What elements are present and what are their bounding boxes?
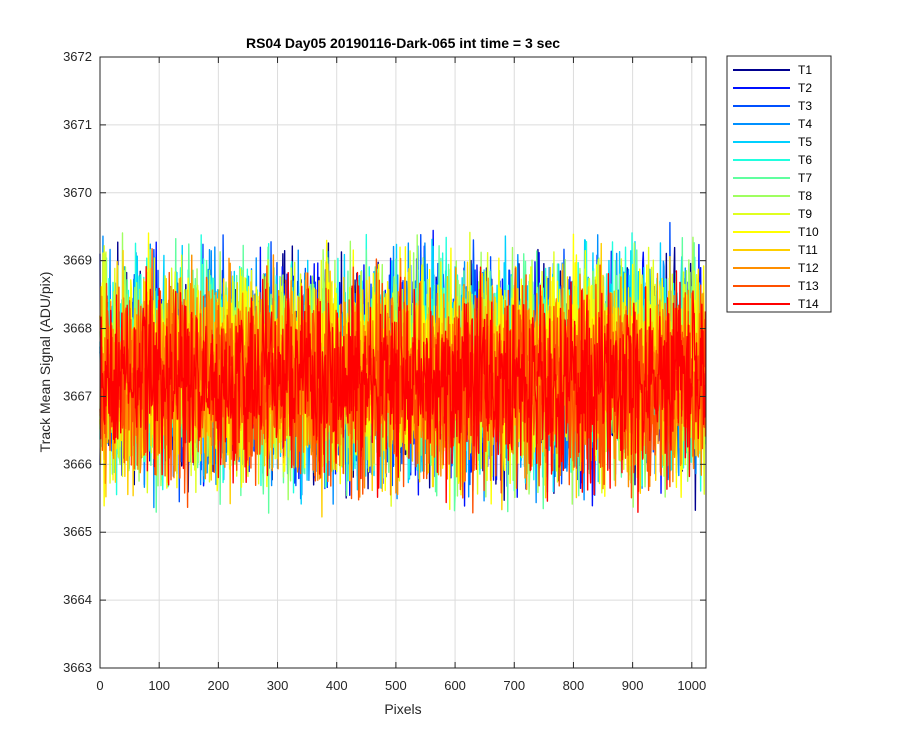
y-tick-label: 3669 — [63, 253, 92, 268]
y-tick-label: 3668 — [63, 321, 92, 336]
x-tick-label: 700 — [503, 678, 525, 693]
x-tick-label: 900 — [622, 678, 644, 693]
x-axis-label: Pixels — [384, 701, 421, 717]
legend-box — [726, 55, 832, 313]
plot-box — [99, 56, 707, 669]
legend-label-t5: T5 — [798, 135, 812, 149]
legend-label-t12: T12 — [798, 261, 819, 275]
axis-ticks: 0 100 200 300 400 500 600 700 800 900 1000 3663 3664… — [63, 49, 706, 693]
chart-title: RS04 Day05 20190116-Dark-065 int time = … — [246, 35, 560, 51]
y-tick-label: 3664 — [63, 592, 92, 607]
x-tick-label: 300 — [267, 678, 289, 693]
x-tick-label: 500 — [385, 678, 407, 693]
legend-label-t6: T6 — [798, 153, 812, 167]
legend-label-t10: T10 — [798, 225, 819, 239]
x-tick-label: 1000 — [677, 678, 706, 693]
legend-label-t3: T3 — [798, 99, 812, 113]
legend-label-t2: T2 — [798, 81, 812, 95]
y-tick-label: 3666 — [63, 456, 92, 471]
legend-label-t11: T11 — [798, 243, 818, 257]
y-tick-label: 3672 — [63, 49, 92, 64]
legend-label-t8: T8 — [798, 189, 812, 203]
legend-label-t4: T4 — [798, 117, 812, 131]
x-tick-label: 100 — [148, 678, 170, 693]
y-tick-label: 3670 — [63, 185, 92, 200]
y-tick-label: 3671 — [63, 117, 92, 132]
legend: T1 T2 T3 T4 T5 T6 T7 T8 T9 T10 T11 T12 T13 T14 — [726, 55, 832, 313]
legend-label-t1: T1 — [798, 63, 812, 77]
x-tick-label: 600 — [444, 678, 466, 693]
x-tick-label: 400 — [326, 678, 348, 693]
x-tick-label: 200 — [208, 678, 230, 693]
x-tick-label: 800 — [563, 678, 585, 693]
series-line-t14 — [99, 266, 707, 513]
y-tick-label: 3663 — [63, 660, 92, 675]
legend-label-t9: T9 — [798, 207, 812, 221]
y-axis-label: Track Mean Signal (ADU/pix) — [37, 272, 53, 453]
x-tick-label: 0 — [96, 678, 103, 693]
y-tick-label: 3667 — [63, 388, 92, 403]
legend-label-t14: T14 — [798, 297, 819, 311]
series-lines — [99, 221, 707, 518]
y-tick-label: 3665 — [63, 524, 92, 539]
legend-label-t13: T13 — [798, 279, 819, 293]
legend-label-t7: T7 — [798, 171, 812, 185]
